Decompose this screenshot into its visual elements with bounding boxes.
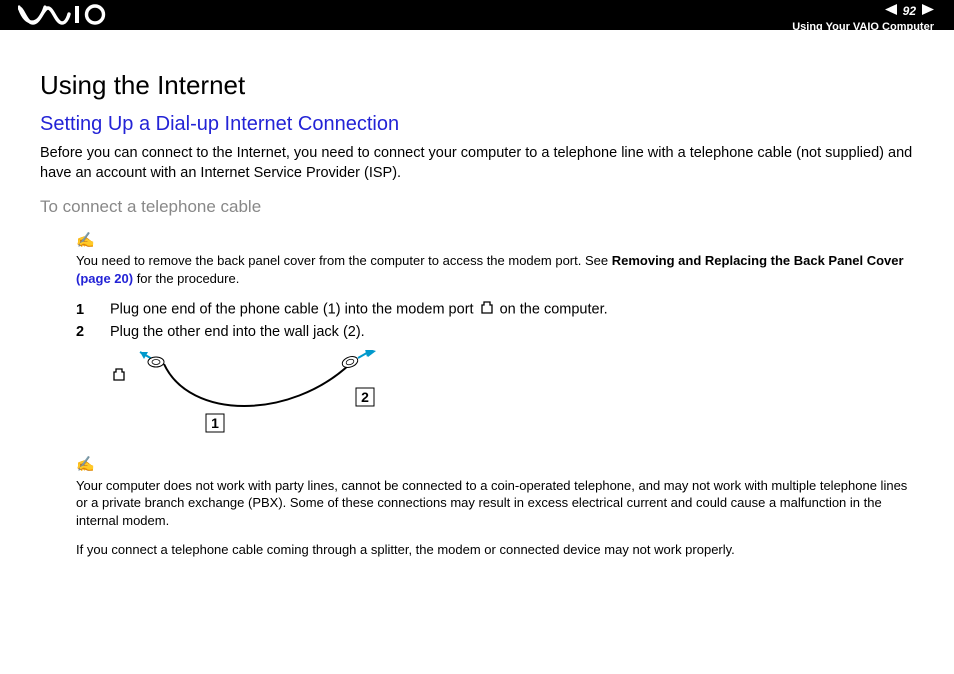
page-number: 92 [903, 4, 916, 18]
page-nav: 92 [885, 2, 934, 20]
diagram-label-2: 2 [361, 389, 369, 405]
diagram-label-1: 1 [211, 415, 219, 431]
steps-list: 1 Plug one end of the phone cable (1) in… [76, 301, 914, 340]
note-2: ✍ Your computer does not work with party… [76, 455, 914, 529]
step2-text: Plug the other end into the wall jack (2… [110, 324, 365, 340]
note-3: If you connect a telephone cable coming … [76, 541, 914, 559]
next-page-button[interactable] [922, 2, 934, 20]
prev-page-button[interactable] [885, 2, 897, 20]
note-icon: ✍ [76, 231, 914, 251]
intro-paragraph: Before you can connect to the Internet, … [40, 144, 914, 183]
section-label: Using Your VAIO Computer [792, 21, 934, 33]
note2-text: Your computer does not work with party l… [76, 478, 907, 528]
cable-diagram: 1 2 [110, 350, 914, 445]
note-1: ✍ You need to remove the back panel cove… [76, 231, 914, 287]
vaio-logo [18, 4, 108, 31]
step1-text-a: Plug one end of the phone cable (1) into… [110, 302, 478, 318]
step1-number: 1 [76, 302, 110, 318]
step1-text-b: on the computer. [496, 302, 608, 318]
note-icon: ✍ [76, 455, 914, 475]
modem-port-icon [480, 301, 494, 318]
step2-number: 2 [76, 324, 110, 340]
page-title: Using the Internet [40, 70, 914, 101]
note1-prefix: You need to remove the back panel cover … [76, 253, 612, 268]
step-2: 2 Plug the other end into the wall jack … [76, 324, 914, 340]
procedure-title: To connect a telephone cable [40, 197, 914, 217]
header-right: 92 Using Your VAIO Computer [792, 2, 934, 33]
header-bar: 92 Using Your VAIO Computer [0, 0, 954, 30]
subtitle: Setting Up a Dial-up Internet Connection [40, 113, 914, 136]
note1-strong: Removing and Replacing the Back Panel Co… [612, 253, 904, 268]
page-content: Using the Internet Setting Up a Dial-up … [0, 30, 954, 559]
note1-suffix: for the procedure. [133, 271, 239, 286]
step-1: 1 Plug one end of the phone cable (1) in… [76, 301, 914, 318]
note1-link[interactable]: (page 20) [76, 271, 133, 286]
